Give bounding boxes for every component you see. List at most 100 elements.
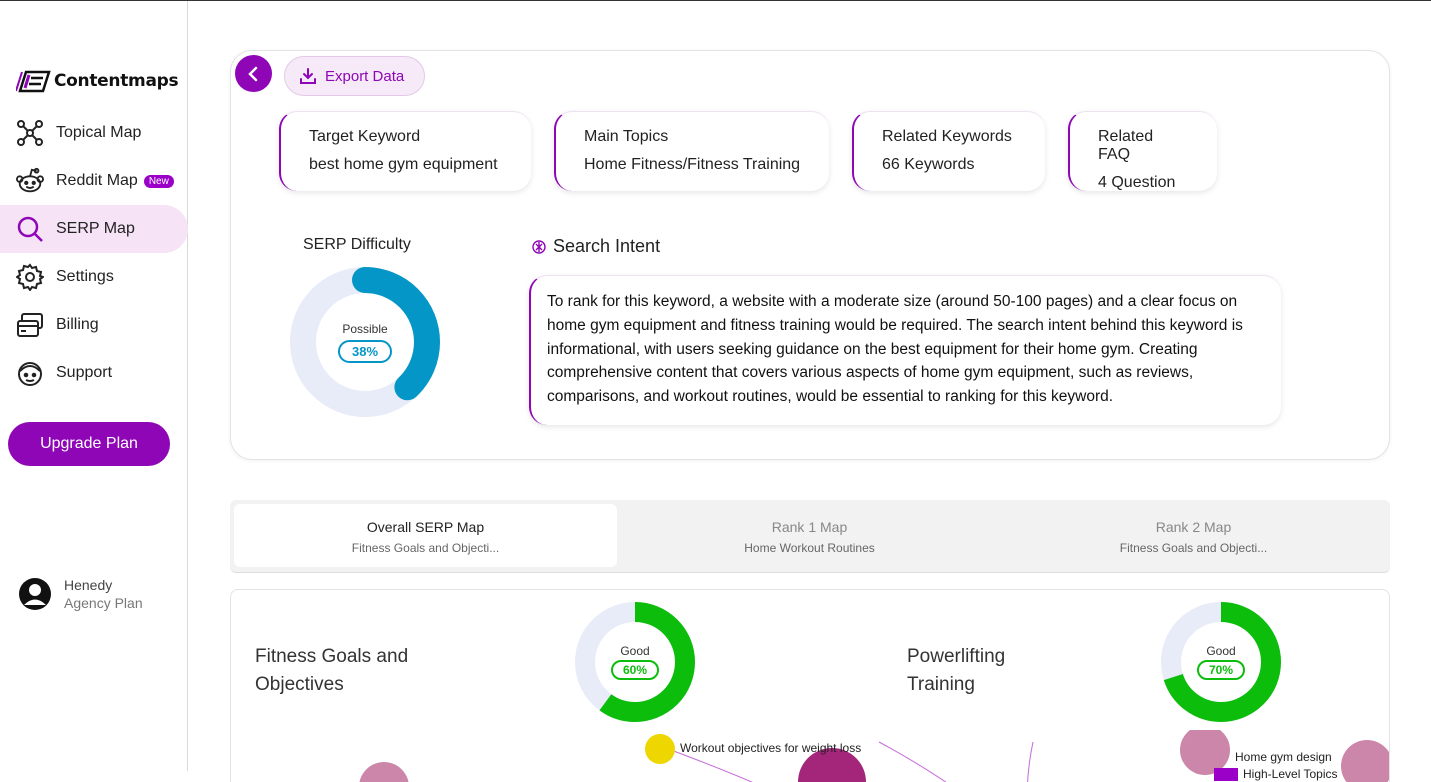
logo[interactable]: Contentmaps [16, 69, 179, 93]
user-name: Henedy [64, 577, 113, 593]
sidebar-nav: Topical Map Reddit Map New SERP Map [0, 109, 188, 397]
donut-fill [290, 267, 440, 417]
sidebar: Contentmaps Topical Map Reddit Map New [0, 1, 188, 771]
tab-subtitle: Home Workout Routines [744, 541, 875, 555]
cluster-status: Good [620, 644, 650, 658]
map-edge [878, 741, 947, 782]
cluster-title: Fitness Goals and Objectives [255, 643, 408, 699]
donut-fill [1161, 602, 1281, 722]
avatar [19, 578, 51, 610]
gear-icon [16, 263, 44, 291]
serp-difficulty-donut: Possible 38% [289, 266, 441, 418]
serp-difficulty-title: SERP Difficulty [303, 236, 411, 253]
contentmaps-logo-icon [16, 70, 51, 93]
sidebar-item-label: Reddit Map [56, 172, 138, 189]
map-node[interactable] [1341, 740, 1390, 782]
topical-map-icon [16, 119, 44, 147]
cluster-donut-chart [1161, 602, 1281, 722]
serp-map-tabs: Overall SERP Map Fitness Goals and Objec… [230, 500, 1390, 573]
cluster-percent: 70% [1196, 660, 1246, 680]
map-node[interactable] [798, 748, 866, 782]
download-icon [300, 68, 316, 84]
serp-map-card: Fitness Goals and Objectives Good 60% Po… [230, 589, 1390, 782]
tab-title: Rank 2 Map [1155, 519, 1232, 535]
search-intent-title: Search Intent [553, 236, 661, 256]
sidebar-item-settings[interactable]: Settings [0, 253, 188, 301]
cluster-title-line: Objectives [255, 674, 344, 695]
sidebar-item-support[interactable]: Support [0, 349, 188, 397]
stat-target-keyword: Target Keyword best home gym equipment [279, 111, 531, 191]
map-node-label: Home gym design [1235, 750, 1332, 764]
tab-subtitle: Fitness Goals and Objecti... [351, 541, 500, 555]
sidebar-item-billing[interactable]: Billing [0, 301, 188, 349]
cluster-title-line: Powerlifting [907, 646, 1006, 667]
tab-title: Rank 1 Map [771, 519, 848, 535]
donut-fill [575, 602, 695, 722]
map-node[interactable] [645, 734, 675, 764]
sidebar-item-serp-map[interactable]: SERP Map [0, 205, 188, 253]
donut-center: Good 70% [1161, 602, 1281, 722]
sidebar-item-topical-map[interactable]: Topical Map [0, 109, 188, 157]
sidebar-item-label: Topical Map [56, 124, 142, 141]
stat-label: Target Keyword [309, 128, 421, 145]
export-data-label: Export Data [325, 67, 405, 85]
difficulty-percent: 38% [337, 339, 393, 363]
legend-label: High-Level Topics [1243, 767, 1338, 781]
stat-label: Related FAQ [1098, 128, 1154, 163]
stat-main-topics: Main Topics Home Fitness/Fitness Trainin… [554, 111, 829, 191]
back-button[interactable] [235, 55, 272, 92]
stat-value: best home gym equipment [309, 156, 498, 173]
search-intent-header: Search Intent [531, 236, 660, 257]
map-edge [670, 749, 753, 782]
stat-related-keywords: Related Keywords 66 Keywords [852, 111, 1045, 191]
new-badge: New [143, 174, 174, 188]
stat-value: 66 Keywords [882, 156, 975, 173]
cluster-title-line: Fitness Goals and [255, 646, 409, 667]
stat-value: Home Fitness/Fitness Training [584, 156, 801, 173]
stat-label: Main Topics [584, 128, 669, 145]
cluster-donut: Good 70% [1161, 602, 1281, 722]
cluster-donut: Good 60% [575, 602, 695, 722]
cluster-status: Good [1206, 644, 1236, 658]
reddit-icon [16, 167, 44, 195]
tab-title: Overall SERP Map [366, 519, 485, 535]
sidebar-item-label: Billing [56, 316, 99, 333]
tab-rank-2-map[interactable]: Rank 2 Map Fitness Goals and Objecti... [1002, 504, 1385, 567]
legend-swatch [1214, 768, 1238, 781]
map-node-label: Workout objectives for weight loss [680, 741, 862, 755]
donut-center: Good 60% [575, 602, 695, 722]
search-intent-text: To rank for this keyword, a website with… [529, 275, 1281, 425]
difficulty-donut-chart [290, 267, 440, 417]
keyword-summary-card: Export Data Target Keyword best home gym… [230, 50, 1390, 460]
stat-related-faq: Related FAQ 4 Question [1068, 111, 1217, 191]
difficulty-status: Possible [342, 321, 388, 336]
cluster-title-line: Training [907, 674, 975, 695]
upgrade-plan-button[interactable]: Upgrade Plan [8, 422, 170, 466]
map-edge [1027, 741, 1034, 782]
donut-center: Possible 38% [289, 266, 441, 418]
billing-icon [16, 311, 44, 339]
cluster-donut-chart [575, 602, 695, 722]
cluster-percent: 60% [610, 660, 660, 680]
sidebar-item-label: Support [56, 364, 113, 381]
brand-name: Contentmaps [54, 71, 179, 91]
topic-map-graph [359, 730, 1390, 782]
tab-rank-1-map[interactable]: Rank 1 Map Home Workout Routines [618, 504, 1001, 567]
user-plan: Agency Plan [64, 595, 143, 611]
map-node[interactable] [1180, 730, 1230, 775]
tab-overall-serp-map[interactable]: Overall SERP Map Fitness Goals and Objec… [234, 504, 617, 567]
tab-subtitle: Fitness Goals and Objecti... [1119, 541, 1268, 555]
cluster-title: Powerlifting Training [907, 643, 1005, 699]
chevron-left-icon [247, 66, 257, 81]
map-node[interactable] [359, 762, 409, 782]
sidebar-item-label: Settings [56, 268, 114, 285]
sidebar-item-reddit-map[interactable]: Reddit Map New [0, 157, 188, 205]
user-profile[interactable]: Henedy Agency Plan [18, 576, 143, 612]
ai-sparkle-icon [532, 239, 546, 254]
support-icon [16, 359, 44, 387]
stat-label: Related Keywords [882, 128, 1012, 145]
search-icon [16, 215, 44, 243]
stat-value: 4 Question [1098, 174, 1176, 191]
export-data-button[interactable]: Export Data [284, 56, 426, 96]
sidebar-item-label: SERP Map [56, 220, 135, 237]
